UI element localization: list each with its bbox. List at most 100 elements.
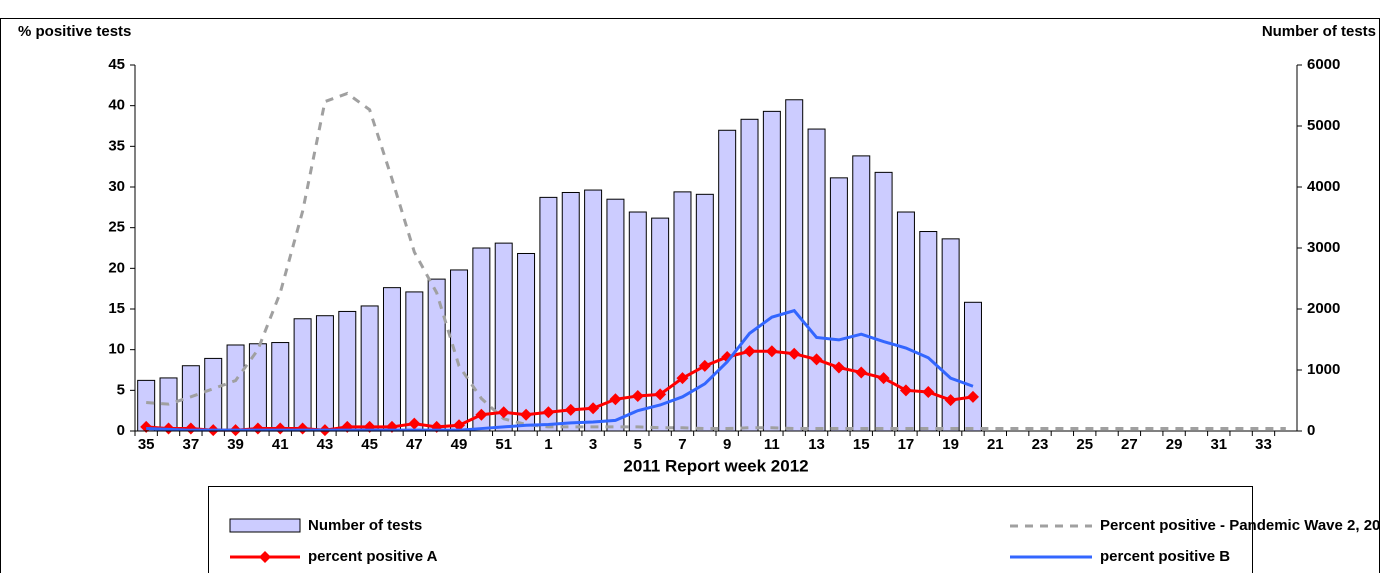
bar [807,128,826,432]
y-tick-label: 5 [117,381,125,398]
bar [338,310,357,432]
legend-label: percent positive B [1100,548,1230,565]
bar [896,211,915,432]
x-tick-label: 19 [942,436,959,453]
marker [788,347,801,360]
marker [899,384,912,397]
x-tick-label: 49 [451,436,468,453]
x-tick-label: 51 [495,436,512,453]
x-tick-label: 1 [544,436,552,453]
bar [829,177,848,432]
bar [494,242,513,432]
marker [520,408,533,421]
marker [609,393,622,406]
legend-marker [259,551,271,563]
y2-tick-label: 5000 [1307,117,1340,134]
bar [315,315,334,432]
bar [762,110,781,432]
marker [475,408,488,421]
x-axis-title: 2011 Report week 2012 [623,456,808,475]
x-tick-label: 43 [317,436,334,453]
marker [944,394,957,407]
x-tick-label: 37 [183,436,200,453]
bar [561,191,580,432]
x-tick-label: 35 [138,436,155,453]
x-tick-label: 41 [272,436,289,453]
bar [919,231,938,432]
marker [587,402,600,415]
bar [472,247,491,432]
marker [698,359,711,372]
legend-label: percent positive A [308,548,438,565]
y2-tick-label: 0 [1307,422,1315,439]
bar [584,189,603,432]
x-tick-label: 45 [361,436,378,453]
marker [855,366,868,379]
marker [765,345,778,358]
bar [382,287,401,432]
marker [676,372,689,385]
x-tick-label: 11 [764,436,780,453]
bar [963,301,982,432]
marker [453,419,466,432]
marker [810,353,823,366]
bar [405,291,424,432]
bar [852,155,871,432]
y-tick-label: 45 [108,56,125,73]
y-tick-label: 25 [108,219,125,236]
line [146,308,974,432]
marker [966,390,979,403]
bar [718,129,737,432]
x-tick-label: 23 [1032,436,1049,453]
x-tick-label: 39 [227,436,244,453]
y-tick-label: 35 [108,137,125,154]
x-tick-label: 7 [678,436,686,453]
bar [539,196,558,432]
bar [360,305,379,432]
marker [743,345,756,358]
y-tick-label: 0 [117,422,125,439]
y2-tick-label: 2000 [1307,300,1340,317]
y-tick-label: 30 [108,178,125,195]
y-tick-label: 20 [108,259,125,276]
line [146,91,1286,431]
bar [517,252,536,432]
x-tick-label: 33 [1255,436,1272,453]
x-tick-label: 15 [853,436,870,453]
x-tick-label: 21 [987,436,1004,453]
bar [740,118,759,432]
x-tick-label: 31 [1210,436,1227,453]
x-tick-label: 5 [634,436,642,453]
y2-tick-label: 4000 [1307,178,1340,195]
y-tick-label: 10 [108,341,125,358]
marker [408,417,421,430]
x-tick-label: 47 [406,436,423,453]
bar [204,357,223,432]
y2-tick-label: 6000 [1307,56,1340,73]
x-tick-label: 13 [808,436,825,453]
marker [542,406,555,419]
marker [922,385,935,398]
marker [497,406,510,419]
line [146,349,974,432]
legend-label: Number of tests [308,517,422,534]
legend-label: Percent positive - Pandemic Wave 2, 2009 [1100,517,1380,534]
marker [877,372,890,385]
y-tick-label: 40 [108,97,125,114]
x-tick-label: 29 [1166,436,1183,453]
y2-tick-label: 3000 [1307,239,1340,256]
x-tick-label: 3 [589,436,597,453]
marker [564,403,577,416]
y2-axis-title: Number of tests [1262,23,1376,40]
legend-box [208,486,1253,573]
bar [785,99,804,432]
bar [293,318,312,432]
bar [874,171,893,432]
x-tick-label: 17 [898,436,915,453]
legend-swatch [229,518,301,533]
x-tick-label: 9 [723,436,731,453]
marker [631,390,644,403]
marker [832,361,845,374]
x-tick-label: 27 [1121,436,1138,453]
